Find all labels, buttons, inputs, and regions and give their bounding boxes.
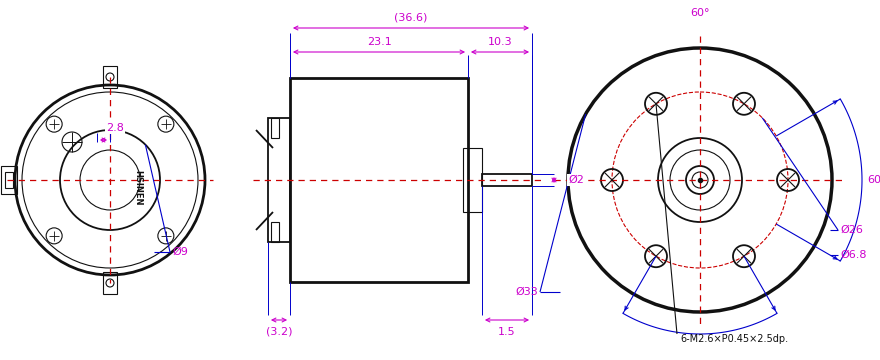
Text: Ø9: Ø9 xyxy=(172,247,187,257)
Text: 10.3: 10.3 xyxy=(488,37,512,47)
Bar xyxy=(463,148,482,212)
Text: (3.2): (3.2) xyxy=(266,327,292,337)
Text: (36.6): (36.6) xyxy=(394,13,428,23)
Text: Ø33: Ø33 xyxy=(516,287,538,297)
Bar xyxy=(5,172,13,188)
Bar xyxy=(271,118,279,138)
Bar xyxy=(103,66,117,88)
Text: 60°: 60° xyxy=(867,175,880,185)
Bar xyxy=(268,118,290,242)
Text: Ø26: Ø26 xyxy=(840,225,863,235)
Text: HSINEN: HSINEN xyxy=(134,170,143,206)
Text: Ø6.8: Ø6.8 xyxy=(840,250,867,260)
Text: Ø2: Ø2 xyxy=(568,175,583,185)
Bar xyxy=(482,174,532,186)
Text: 6-M2.6×P0.45×2.5dp.: 6-M2.6×P0.45×2.5dp. xyxy=(680,334,788,344)
Bar xyxy=(290,78,468,282)
Text: 1.5: 1.5 xyxy=(498,327,516,337)
Bar xyxy=(271,222,279,242)
Text: 2.8: 2.8 xyxy=(106,123,124,133)
Bar xyxy=(103,272,117,294)
Text: 23.1: 23.1 xyxy=(367,37,392,47)
Bar xyxy=(1,166,17,194)
Text: 60°: 60° xyxy=(690,8,710,18)
